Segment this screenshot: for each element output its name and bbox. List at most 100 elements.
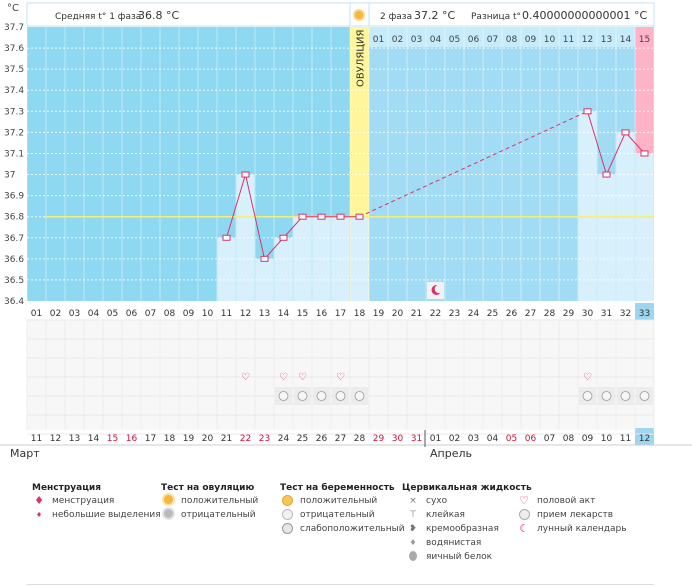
dpo-label: 09 bbox=[525, 35, 537, 45]
pill-icon bbox=[316, 391, 327, 401]
y-tick-label: 37.7 bbox=[4, 23, 24, 33]
dpo-label: 08 bbox=[506, 35, 518, 45]
dpo-label: 15 bbox=[639, 35, 650, 45]
temperature-point bbox=[640, 150, 649, 157]
cycle-day-label: 12 bbox=[240, 309, 251, 319]
cycle-day-label: 17 bbox=[335, 309, 346, 319]
legend-pregtest-positive: положительный bbox=[300, 496, 378, 506]
temperature-line bbox=[283, 216, 303, 239]
calendar-date-label: 13 bbox=[69, 434, 80, 444]
legend-other-pill: прием лекарств bbox=[537, 510, 614, 520]
cycle-day-label: 30 bbox=[582, 309, 594, 319]
legend-spotting-item: небольшие выделения bbox=[52, 510, 161, 520]
cycle-day-label: 26 bbox=[506, 309, 518, 319]
dpo-label: 12 bbox=[582, 35, 593, 45]
legend-other-moon: лунный календарь bbox=[537, 524, 627, 534]
temperature-line bbox=[226, 174, 246, 238]
temperature-bar bbox=[236, 174, 255, 301]
pregtest-positive-icon bbox=[281, 495, 293, 506]
calendar-date-label: 18 bbox=[164, 434, 176, 444]
ovtest-positive-icon bbox=[163, 495, 173, 504]
cycle-day-label: 18 bbox=[354, 309, 366, 319]
watery-drop-icon: ♦ bbox=[409, 538, 417, 547]
heart-icon: ♡ bbox=[519, 494, 529, 507]
ovulation-label: ОВУЛЯЦИЯ bbox=[356, 30, 367, 88]
calendar-date-label: 02 bbox=[449, 434, 460, 444]
bbt-chart: ♡ ♡ ♡ ♡ ♡ 37.7 37.6 37.5 37.4 37.3 37.2 37.1 37 36.9… bbox=[0, 2, 692, 460]
cycle-day-label: 08 bbox=[164, 309, 176, 319]
temperature-point bbox=[222, 234, 231, 241]
cycle-day-label: 05 bbox=[107, 309, 118, 319]
temperature-bar bbox=[217, 237, 236, 301]
cycle-day-label: 19 bbox=[373, 309, 385, 319]
calendar-date-label: 26 bbox=[316, 434, 328, 444]
temperature-line bbox=[625, 132, 645, 154]
ovtest-negative-icon bbox=[163, 509, 173, 518]
calendar-date-label: 09 bbox=[582, 434, 594, 444]
small-drop-icon: ♦ bbox=[35, 511, 43, 519]
temperature-point bbox=[317, 213, 326, 220]
calendar-date-label: 31 bbox=[411, 434, 422, 444]
calendar-date-label: 11 bbox=[620, 434, 631, 444]
pregtest-weak-icon bbox=[281, 523, 293, 534]
temperature-bar bbox=[274, 237, 293, 301]
heart-icon: ♡ bbox=[279, 372, 288, 383]
today-day-cell bbox=[635, 303, 654, 320]
calendar-date-label: 12 bbox=[639, 434, 650, 444]
y-tick-label: 36.6 bbox=[4, 255, 24, 265]
temperature-point bbox=[241, 171, 250, 178]
pill-icon bbox=[335, 391, 346, 401]
temperature-line bbox=[606, 132, 626, 175]
y-tick-label: 37.6 bbox=[4, 44, 24, 54]
cycle-day-label: 06 bbox=[126, 309, 138, 319]
y-tick-label: 36.9 bbox=[4, 192, 24, 202]
ovulation-sun-icon bbox=[353, 9, 365, 21]
diff-label: Разница t° bbox=[471, 12, 521, 22]
calendar-date-label: 12 bbox=[50, 434, 61, 444]
cycle-day-label: 23 bbox=[449, 309, 460, 319]
y-tick-label: 37.1 bbox=[4, 149, 24, 159]
pregtest-negative-icon bbox=[281, 509, 293, 520]
cross-icon: × bbox=[409, 496, 417, 506]
cycle-day-label: 13 bbox=[259, 309, 270, 319]
cycle-day-label: 28 bbox=[544, 309, 556, 319]
calendar-date-label: 16 bbox=[126, 434, 138, 444]
dpo-label: 03 bbox=[411, 35, 422, 45]
sticky-icon: ⊤ bbox=[409, 510, 417, 520]
legend-ovtest-negative: отрицательный bbox=[181, 510, 256, 520]
header-box bbox=[26, 2, 655, 27]
pill-icon bbox=[639, 391, 650, 401]
pill-icon bbox=[518, 509, 530, 520]
blood-drop-icon: ♦ bbox=[34, 494, 44, 507]
dpo-label: 01 bbox=[373, 35, 384, 45]
cycle-day-label: 07 bbox=[145, 309, 156, 319]
cycle-day-label: 27 bbox=[525, 309, 536, 319]
dpo-label: 11 bbox=[563, 35, 574, 45]
dpo-label: 14 bbox=[620, 35, 632, 45]
month-april: Апрель bbox=[430, 447, 472, 460]
y-tick-label: 36.4 bbox=[4, 297, 24, 307]
temperature-bar bbox=[635, 153, 654, 301]
pill-icon bbox=[620, 391, 631, 401]
calendar-date-label: 03 bbox=[468, 434, 479, 444]
cycle-day-label: 33 bbox=[639, 309, 650, 319]
temperature-line bbox=[245, 174, 265, 259]
month-march: Март bbox=[10, 447, 40, 460]
cycle-day-label: 31 bbox=[601, 309, 612, 319]
pill-icon bbox=[601, 391, 612, 401]
cycle-day-label: 16 bbox=[316, 309, 328, 319]
calendar-date-label: 23 bbox=[259, 434, 270, 444]
heart-icon: ♡ bbox=[583, 372, 592, 383]
temperature-point bbox=[583, 108, 592, 115]
calendar-date-label: 05 bbox=[506, 434, 517, 444]
pill-icon bbox=[582, 391, 593, 401]
legend-cervical-creamy: кремообразная bbox=[426, 524, 499, 534]
legend-cervical-title: Цервикальная жидкость bbox=[402, 483, 532, 493]
cycle-day-label: 21 bbox=[411, 309, 422, 319]
legend-ovtest-positive: положительный bbox=[181, 496, 259, 506]
legend-cervical-sticky: клейкая bbox=[426, 510, 465, 520]
pill-icon bbox=[354, 391, 365, 401]
dpo-label: 13 bbox=[601, 35, 612, 45]
y-tick-label: 37.2 bbox=[4, 128, 24, 138]
calendar-date-label: 15 bbox=[107, 434, 118, 444]
